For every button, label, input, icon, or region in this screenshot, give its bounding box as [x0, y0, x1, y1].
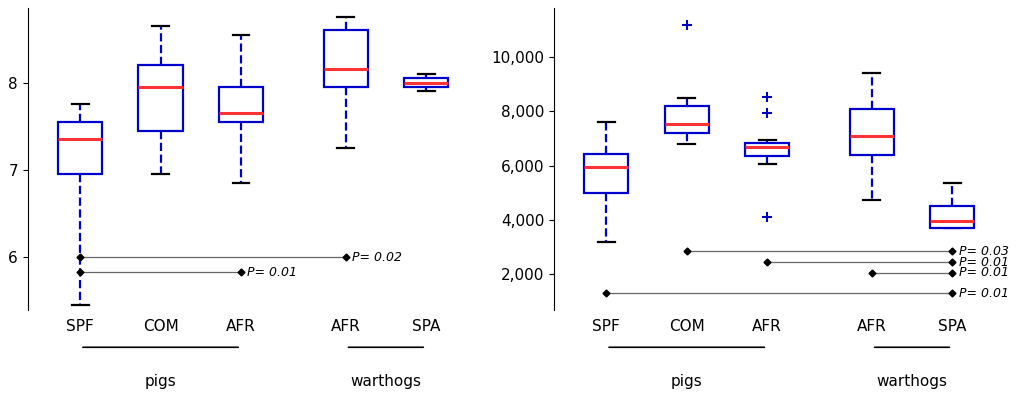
Bar: [850, 109, 894, 155]
Text: warthogs: warthogs: [877, 374, 947, 389]
Bar: [219, 87, 263, 122]
Text: pigs: pigs: [144, 374, 176, 389]
Bar: [745, 143, 790, 156]
Bar: [665, 106, 709, 133]
Bar: [138, 65, 182, 130]
Text: P= 0.03: P= 0.03: [958, 245, 1009, 258]
Text: P= 0.01: P= 0.01: [958, 287, 1009, 300]
Text: P= 0.01: P= 0.01: [958, 256, 1009, 269]
Bar: [584, 154, 629, 193]
Bar: [324, 30, 368, 87]
Bar: [58, 122, 102, 174]
Text: pigs: pigs: [671, 374, 702, 389]
Text: P= 0.02: P= 0.02: [352, 251, 402, 264]
Text: P= 0.01: P= 0.01: [248, 266, 298, 279]
Bar: [930, 206, 975, 228]
Text: warthogs: warthogs: [350, 374, 422, 389]
Bar: [404, 78, 449, 87]
Text: P= 0.01: P= 0.01: [958, 267, 1009, 279]
